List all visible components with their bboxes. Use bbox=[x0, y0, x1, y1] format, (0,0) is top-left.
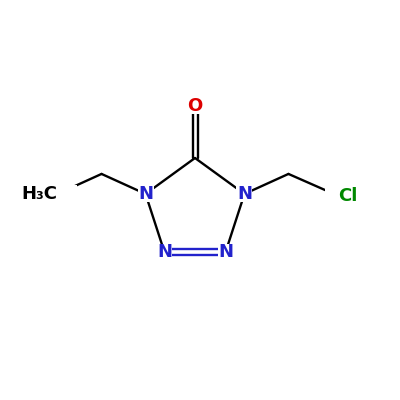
Text: N: N bbox=[218, 243, 233, 261]
FancyBboxPatch shape bbox=[187, 98, 203, 114]
FancyBboxPatch shape bbox=[236, 186, 252, 202]
FancyBboxPatch shape bbox=[218, 244, 234, 260]
Text: N: N bbox=[157, 243, 172, 261]
Text: Cl: Cl bbox=[338, 187, 358, 205]
Text: N: N bbox=[237, 185, 252, 203]
FancyBboxPatch shape bbox=[138, 186, 154, 202]
Text: H₃C: H₃C bbox=[22, 185, 58, 203]
FancyBboxPatch shape bbox=[38, 185, 76, 203]
Text: N: N bbox=[138, 185, 153, 203]
Text: O: O bbox=[187, 97, 203, 115]
FancyBboxPatch shape bbox=[156, 244, 172, 260]
FancyBboxPatch shape bbox=[326, 188, 352, 204]
